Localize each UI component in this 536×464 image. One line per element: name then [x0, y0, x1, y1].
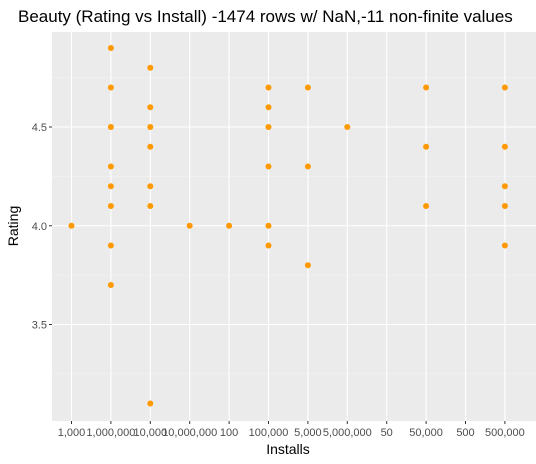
- data-point: [186, 222, 193, 229]
- data-point: [107, 282, 114, 288]
- data-point: [226, 222, 233, 229]
- x-tick-label: 100: [220, 427, 238, 439]
- data-point: [107, 203, 114, 209]
- data-point: [501, 203, 508, 209]
- data-point: [265, 104, 272, 111]
- data-point: [304, 262, 311, 269]
- data-point: [265, 84, 272, 91]
- x-tick-label: 5,000,000: [323, 427, 372, 439]
- data-point: [265, 124, 272, 130]
- data-point: [265, 222, 272, 229]
- x-tick-label: 1,000: [58, 427, 86, 439]
- x-tick-label: 5,000: [294, 427, 322, 439]
- plot-panel: [52, 32, 536, 421]
- y-axis-title: Rating: [5, 206, 21, 246]
- y-tick-label: 3.5: [32, 320, 47, 332]
- data-point: [107, 124, 114, 130]
- y-tick-label: 4.5: [32, 122, 47, 134]
- data-point: [147, 400, 154, 407]
- x-tick-label: 100,000: [249, 427, 289, 439]
- data-point: [501, 183, 508, 190]
- x-tick-label: 50: [381, 427, 393, 439]
- data-point: [147, 183, 154, 190]
- data-point: [423, 203, 430, 209]
- data-point: [265, 242, 272, 249]
- data-point: [501, 242, 508, 249]
- x-tick-label: 50,000: [409, 427, 443, 439]
- data-point: [147, 64, 154, 71]
- data-point: [107, 163, 114, 170]
- chart-title: Beauty (Rating vs Install) -1474 rows w/…: [18, 7, 513, 26]
- data-point: [107, 183, 114, 190]
- data-point: [304, 163, 311, 170]
- points-layer: [68, 45, 508, 407]
- data-point: [501, 84, 508, 91]
- x-tick-label: 10,000,000: [162, 427, 217, 439]
- data-point: [147, 143, 154, 150]
- data-point: [147, 124, 154, 130]
- x-tick-label: 1,000,000: [86, 427, 135, 439]
- grid-minor: [52, 77, 536, 375]
- x-tick-label: 500,000: [485, 427, 525, 439]
- x-tick-label: 500: [456, 427, 474, 439]
- data-point: [423, 84, 430, 91]
- y-tick-label: 4.0: [32, 221, 47, 233]
- data-point: [304, 84, 311, 91]
- data-point: [501, 143, 508, 150]
- data-point: [107, 242, 114, 249]
- data-point: [344, 124, 351, 130]
- data-point: [265, 163, 272, 170]
- data-point: [107, 45, 114, 51]
- data-point: [68, 222, 75, 229]
- x-axis-title: Installs: [266, 441, 310, 457]
- data-point: [147, 104, 154, 111]
- data-point: [423, 143, 430, 150]
- data-point: [147, 203, 154, 209]
- x-tick-label: 10,000: [133, 427, 167, 439]
- data-point: [107, 84, 114, 91]
- y-axis: 3.5 4.0 4.5: [32, 122, 52, 332]
